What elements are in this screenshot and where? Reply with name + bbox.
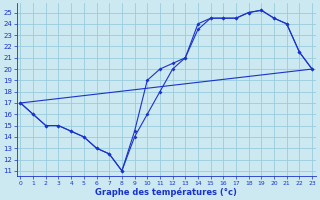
X-axis label: Graphe des températures (°c): Graphe des températures (°c) — [95, 187, 237, 197]
